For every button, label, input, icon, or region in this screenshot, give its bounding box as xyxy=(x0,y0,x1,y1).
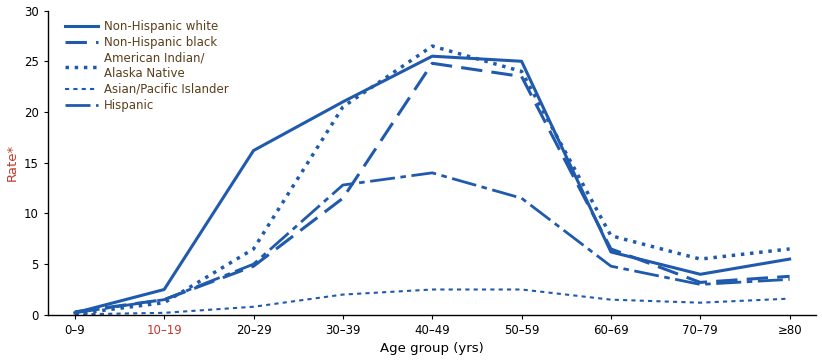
Y-axis label: Rate*: Rate* xyxy=(6,144,19,181)
X-axis label: Age group (yrs): Age group (yrs) xyxy=(381,343,484,356)
Legend: Non-Hispanic white, Non-Hispanic black, American Indian/
Alaska Native, Asian/Pa: Non-Hispanic white, Non-Hispanic black, … xyxy=(62,17,233,116)
